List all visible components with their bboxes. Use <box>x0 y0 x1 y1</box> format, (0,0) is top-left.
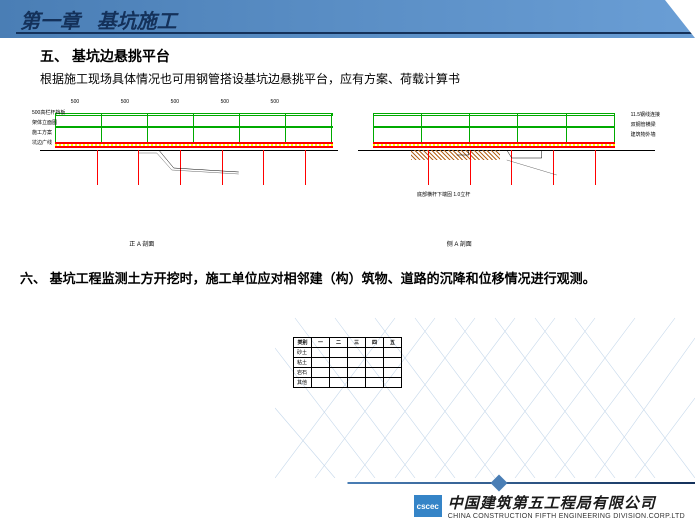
platform-r <box>373 142 616 148</box>
caption-left: 正 A 剖面 <box>129 242 154 248</box>
company-name-cn: 中国建筑第五工程局有限公司 <box>448 492 685 513</box>
content-area: 五、 基坑边悬挑平台 根据施工现场具体情况也可用钢管搭设基坑边悬挑平台，应有方案… <box>0 38 695 478</box>
chapter-name: 基坑施工 <box>97 11 177 33</box>
notes-bottom: 底部横杆下端固 1.0立杆 <box>417 193 470 198</box>
settlement-table: 类别一二三四五 砂土 粘土 岩石 其他 <box>293 337 402 388</box>
table-row: 其他 <box>294 378 402 388</box>
dim-line-left: 500500500500500 <box>50 100 328 108</box>
diagram-left: 500500500500500 500高栏杆挡板 架体立面图 施工方案 坑边广线… <box>40 98 338 248</box>
dim-line-right <box>368 100 646 108</box>
section6-title: 六、 基坑工程监测土方开挖时，施工单位应对相邻建（构）筑物、道路的沉降和位移情况… <box>20 268 655 287</box>
posts-r <box>373 113 616 143</box>
table-header-row: 类别一二三四五 <box>294 338 402 348</box>
slope-left <box>40 150 338 200</box>
company-block: 中国建筑第五工程局有限公司 CHINA CONSTRUCTION FIFTH E… <box>448 492 685 520</box>
table-row: 岩石 <box>294 368 402 378</box>
footer-divider <box>0 482 695 484</box>
labels-right: 11.5钢线连接 双钢管横梁 建筑物外墙 <box>631 110 660 140</box>
company-name-en: CHINA CONSTRUCTION FIFTH ENGINEERING DIV… <box>448 513 685 520</box>
posts <box>55 113 333 143</box>
caption-right: 侧 A 剖面 <box>447 242 472 248</box>
diagram-area: 500500500500500 500高栏杆挡板 架体立面图 施工方案 坑边广线… <box>40 98 655 248</box>
chapter-title: 第一章 基坑施工 <box>20 5 177 34</box>
diagram-right: 11.5钢线连接 双钢管横梁 建筑物外墙 底部横杆下端固 1.0立杆 侧 A 剖… <box>358 98 656 248</box>
section5-title: 五、 基坑边悬挑平台 <box>40 46 655 66</box>
platform <box>55 142 333 148</box>
table-row: 砂土 <box>294 348 402 358</box>
section5-body: 根据施工现场具体情况也可用钢管搭设基坑边悬挑平台，应有方案、荷载计算书 <box>40 70 655 88</box>
chapter-header: 第一章 基坑施工 <box>0 0 695 38</box>
footer: cscec 中国建筑第五工程局有限公司 CHINA CONSTRUCTION F… <box>414 492 685 520</box>
header-decor <box>665 0 695 38</box>
slope-right <box>358 150 656 200</box>
chapter-num: 第一章 <box>20 11 80 33</box>
table-row: 粘土 <box>294 358 402 368</box>
company-logo: cscec <box>414 495 442 517</box>
labels-left: 500高栏杆挡板 架体立面图 施工方案 坑边广线 <box>32 108 65 148</box>
